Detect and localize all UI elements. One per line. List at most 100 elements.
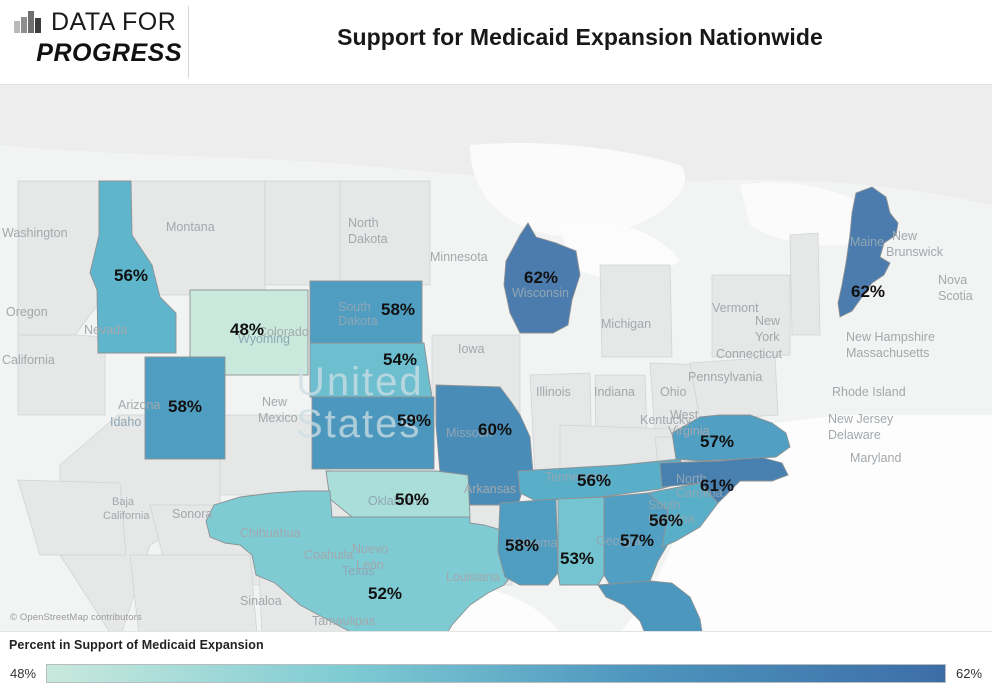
value-label-NE: 54% — [383, 350, 417, 369]
value-label-TX: 52% — [368, 584, 402, 603]
svg-text:Oklahoma: Oklahoma — [368, 494, 425, 508]
svg-text:Alabama: Alabama — [508, 536, 557, 550]
svg-text:Maryland: Maryland — [850, 451, 901, 465]
svg-text:Sinaloa: Sinaloa — [240, 594, 282, 608]
svg-text:New: New — [262, 395, 288, 409]
state-NE[interactable] — [309, 342, 433, 398]
svg-text:New Jersey: New Jersey — [828, 412, 894, 426]
svg-text:South: South — [338, 300, 371, 314]
logo-line-2: PROGRESS — [36, 39, 182, 67]
svg-text:Delaware: Delaware — [828, 428, 881, 442]
svg-text:Indiana: Indiana — [594, 385, 635, 399]
svg-text:Carolina: Carolina — [648, 512, 695, 526]
svg-text:Tamaulipas: Tamaulipas — [312, 614, 375, 628]
value-label-ME: 62% — [851, 282, 885, 301]
bar-chart-icon — [14, 11, 41, 33]
value-label-NC: 61% — [700, 476, 734, 495]
state-FL[interactable] — [597, 580, 704, 632]
svg-text:New: New — [755, 314, 781, 328]
svg-text:Coahuila: Coahuila — [304, 548, 353, 562]
svg-text:Montana: Montana — [166, 220, 215, 234]
svg-text:Chihuahua: Chihuahua — [240, 526, 301, 540]
state-UT[interactable] — [144, 356, 226, 460]
svg-text:Wyoming: Wyoming — [238, 332, 290, 346]
value-label-MO: 60% — [478, 420, 512, 439]
svg-text:South: South — [648, 498, 681, 512]
svg-text:Georgia: Georgia — [596, 534, 641, 548]
value-label-SD: 58% — [381, 300, 415, 319]
state-value-labels: 56% 48% 58% 58% 54% 59% 60% 62% 50% 52% 56% 58% 53% 5… — [114, 266, 885, 632]
value-label-VA: 57% — [700, 432, 734, 451]
value-label-ID: 56% — [114, 266, 148, 285]
map-watermark: United States — [296, 360, 424, 446]
svg-text:Sonora: Sonora — [172, 507, 212, 521]
value-label-MS: 58% — [505, 536, 539, 555]
svg-text:Ohio: Ohio — [660, 385, 686, 399]
map-legend: Percent in Support of Medicaid Expansion… — [0, 634, 992, 695]
svg-text:Colorado: Colorado — [258, 325, 309, 339]
state-ME[interactable] — [837, 186, 899, 318]
svg-text:Arkansas: Arkansas — [464, 482, 516, 496]
svg-text:Scotia: Scotia — [938, 289, 973, 303]
svg-text:New: New — [892, 229, 918, 243]
state-SD[interactable] — [309, 280, 423, 344]
osm-attribution: © OpenStreetMap contributors — [10, 612, 142, 623]
value-label-WY: 48% — [230, 320, 264, 339]
state-MS[interactable] — [497, 498, 559, 586]
legend-max-value: 62% — [955, 665, 983, 681]
highlighted-states[interactable] — [89, 180, 899, 632]
value-label-TN: 56% — [577, 471, 611, 490]
svg-text:Pennsylvania: Pennsylvania — [688, 370, 762, 384]
svg-text:Brunswick: Brunswick — [886, 245, 944, 259]
state-TX[interactable] — [205, 490, 513, 632]
svg-text:Nuevo: Nuevo — [352, 542, 388, 556]
svg-text:Rhode Island: Rhode Island — [832, 385, 906, 399]
value-label-OK: 50% — [395, 490, 429, 509]
legend-gradient-bar — [46, 663, 946, 683]
page-header: DATA FOR PROGRESS Support for Medicaid E… — [0, 0, 992, 84]
svg-text:Louisiana: Louisiana — [446, 570, 500, 584]
value-label-UT: 58% — [168, 397, 202, 416]
svg-text:Idaho: Idaho — [110, 415, 141, 429]
svg-text:Illinois: Illinois — [536, 385, 571, 399]
svg-text:West: West — [670, 408, 699, 422]
svg-text:Wisconsin: Wisconsin — [512, 286, 569, 300]
svg-text:Connecticut: Connecticut — [716, 347, 783, 361]
svg-text:Minnesota: Minnesota — [430, 250, 488, 264]
svg-text:Nevada: Nevada — [84, 323, 127, 337]
svg-text:York: York — [755, 330, 780, 344]
logo-line-1: DATA FOR — [51, 7, 177, 36]
svg-text:Michigan: Michigan — [601, 317, 651, 331]
value-label-SC: 56% — [649, 511, 683, 530]
state-TN[interactable] — [517, 458, 689, 502]
svg-text:Oregon: Oregon — [6, 305, 48, 319]
state-ID[interactable] — [89, 180, 177, 354]
watermark-line-2: States — [296, 402, 421, 446]
state-name-labels: Washington Montana North Dakota Minnesot… — [2, 216, 973, 628]
map-canvas[interactable]: United States Washington Montana North D… — [0, 84, 992, 632]
svg-text:Mexico: Mexico — [258, 411, 298, 425]
value-label-GA: 57% — [620, 531, 654, 550]
state-VA[interactable] — [671, 414, 791, 462]
svg-text:Massachusetts: Massachusetts — [846, 346, 929, 360]
svg-text:Nova: Nova — [938, 273, 967, 287]
header-divider — [188, 6, 189, 78]
watermark-line-1: United — [296, 360, 424, 404]
svg-text:Dakota: Dakota — [338, 314, 378, 328]
page-title: Support for Medicaid Expansion Nationwid… — [337, 24, 823, 50]
svg-text:Vermont: Vermont — [712, 301, 759, 315]
svg-text:Carolina: Carolina — [676, 486, 723, 500]
svg-text:Arizona: Arizona — [118, 398, 160, 412]
value-label-WI: 62% — [524, 268, 558, 287]
svg-text:California: California — [2, 353, 55, 367]
svg-text:Tennessee: Tennessee — [545, 470, 606, 484]
value-label-FL: 59% — [633, 629, 667, 632]
svg-text:Virginia: Virginia — [668, 424, 710, 438]
state-KS[interactable] — [311, 396, 435, 470]
svg-text:North: North — [348, 216, 379, 230]
value-label-KS: 59% — [397, 411, 431, 430]
state-WI[interactable] — [503, 222, 581, 334]
choropleth-map[interactable]: United States Washington Montana North D… — [0, 85, 992, 632]
svg-text:Texas: Texas — [342, 564, 375, 578]
